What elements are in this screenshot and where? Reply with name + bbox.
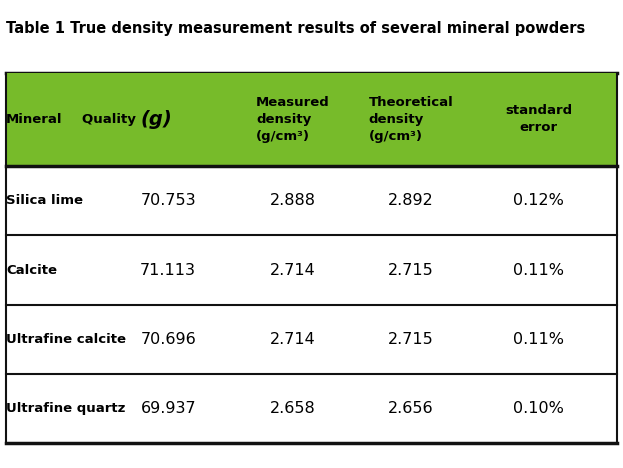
Text: Ultrafine calcite: Ultrafine calcite bbox=[6, 333, 126, 346]
Text: 2.715: 2.715 bbox=[388, 332, 434, 347]
Text: 2.714: 2.714 bbox=[270, 332, 316, 347]
Text: 69.937: 69.937 bbox=[140, 401, 196, 416]
Text: Calcite: Calcite bbox=[6, 263, 57, 277]
Text: 2.715: 2.715 bbox=[388, 263, 434, 278]
Text: 2.888: 2.888 bbox=[270, 193, 316, 208]
Text: 2.714: 2.714 bbox=[270, 263, 316, 278]
Bar bbox=[6, 166, 617, 235]
Text: (g): (g) bbox=[140, 110, 172, 129]
Text: 0.12%: 0.12% bbox=[513, 193, 564, 208]
Bar bbox=[6, 235, 617, 305]
Text: Table 1 True density measurement results of several mineral powders: Table 1 True density measurement results… bbox=[6, 21, 586, 36]
Bar bbox=[6, 305, 617, 374]
Text: Mineral: Mineral bbox=[6, 113, 63, 126]
Text: 2.656: 2.656 bbox=[388, 401, 434, 416]
Text: 0.11%: 0.11% bbox=[513, 332, 564, 347]
Text: standard
error: standard error bbox=[505, 104, 573, 134]
Text: Ultrafine quartz: Ultrafine quartz bbox=[6, 402, 126, 415]
Text: 0.10%: 0.10% bbox=[513, 401, 564, 416]
Text: Silica lime: Silica lime bbox=[6, 194, 83, 207]
Bar bbox=[6, 73, 617, 166]
Text: 2.892: 2.892 bbox=[388, 193, 434, 208]
Text: Theoretical
density
(g/cm³): Theoretical density (g/cm³) bbox=[369, 96, 454, 143]
Text: 0.11%: 0.11% bbox=[513, 263, 564, 278]
Text: Quality: Quality bbox=[82, 113, 140, 126]
Text: 70.696: 70.696 bbox=[140, 332, 196, 347]
Text: 2.658: 2.658 bbox=[270, 401, 316, 416]
Bar bbox=[6, 374, 617, 443]
Text: 70.753: 70.753 bbox=[140, 193, 196, 208]
Text: 71.113: 71.113 bbox=[140, 263, 196, 278]
Text: Measured
density
(g/cm³): Measured density (g/cm³) bbox=[256, 96, 330, 143]
